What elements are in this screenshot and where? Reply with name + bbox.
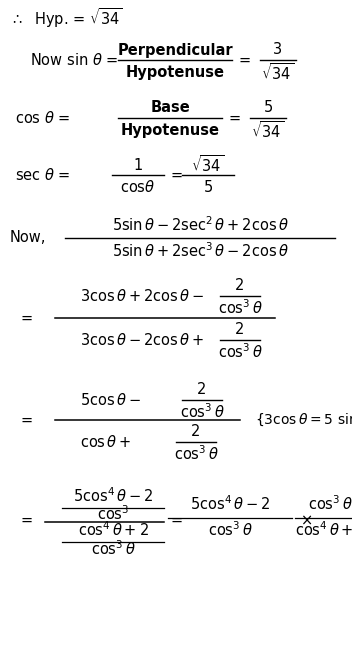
Text: $3\cos\theta + 2\cos\theta -$: $3\cos\theta + 2\cos\theta -$ xyxy=(80,288,204,304)
Text: 2: 2 xyxy=(191,424,201,439)
Text: =: = xyxy=(170,512,182,528)
Text: $\sqrt{34}$: $\sqrt{34}$ xyxy=(251,120,284,140)
Text: 1: 1 xyxy=(133,157,143,172)
Text: Now,: Now, xyxy=(10,231,46,246)
Text: $\cos^4\theta + 2$: $\cos^4\theta + 2$ xyxy=(77,521,149,539)
Text: =: = xyxy=(238,53,250,68)
Text: $5\cos^4\theta - 2$: $5\cos^4\theta - 2$ xyxy=(190,495,270,514)
Text: $5\cos\theta -$: $5\cos\theta -$ xyxy=(80,392,141,408)
Text: =: = xyxy=(20,311,32,326)
Text: $\cos^3\theta$: $\cos^3\theta$ xyxy=(90,540,136,558)
Text: 2: 2 xyxy=(235,322,245,337)
Text: sec $\theta$ =: sec $\theta$ = xyxy=(15,167,70,183)
Text: =: = xyxy=(20,413,32,428)
Text: 2: 2 xyxy=(235,278,245,294)
Text: Hypotenuse: Hypotenuse xyxy=(126,64,225,79)
Text: 2: 2 xyxy=(197,382,207,398)
Text: =: = xyxy=(20,512,32,528)
Text: Base: Base xyxy=(150,101,190,116)
Text: Perpendicular: Perpendicular xyxy=(117,42,233,57)
Text: $\cos^3\theta$: $\cos^3\theta$ xyxy=(180,402,224,421)
Text: 3: 3 xyxy=(274,42,283,57)
Text: $3\cos\theta - 2\cos\theta +$: $3\cos\theta - 2\cos\theta +$ xyxy=(80,332,204,348)
Text: 5: 5 xyxy=(263,99,273,114)
Text: $\sqrt{34}$: $\sqrt{34}$ xyxy=(262,62,295,83)
Text: $\cos^4\theta + 2$: $\cos^4\theta + 2$ xyxy=(295,521,352,539)
Text: $\cos^3\theta$: $\cos^3\theta$ xyxy=(218,343,262,361)
Text: $\cos^3\theta$: $\cos^3\theta$ xyxy=(174,445,218,463)
Text: Now sin $\theta$ =: Now sin $\theta$ = xyxy=(30,52,118,68)
Text: $5\sin\theta + 2\sec^{3}\theta - 2\cos\theta$: $5\sin\theta + 2\sec^{3}\theta - 2\cos\t… xyxy=(112,242,288,261)
Text: $\cos^3\theta$: $\cos^3\theta$ xyxy=(218,298,262,317)
Text: 5: 5 xyxy=(203,179,213,194)
Text: $5\cos^4\theta - 2$: $5\cos^4\theta - 2$ xyxy=(73,487,153,505)
Text: $5\sin\theta - 2\sec^{2}\theta + 2\cos\theta$: $5\sin\theta - 2\sec^{2}\theta + 2\cos\t… xyxy=(112,216,288,235)
Text: $\cos^3\theta$: $\cos^3\theta$ xyxy=(308,495,352,514)
Text: $\therefore$  Hyp. = $\sqrt{34}$: $\therefore$ Hyp. = $\sqrt{34}$ xyxy=(10,6,122,30)
Text: =: = xyxy=(170,168,182,183)
Text: $\times$: $\times$ xyxy=(300,512,312,528)
Text: Hypotenuse: Hypotenuse xyxy=(120,122,220,138)
Text: $\cos\theta +$: $\cos\theta +$ xyxy=(80,434,131,450)
Text: =: = xyxy=(228,111,240,125)
Text: $\cos^3$: $\cos^3$ xyxy=(97,504,129,523)
Text: $\sqrt{34}$: $\sqrt{34}$ xyxy=(191,153,225,174)
Text: cos$\theta$: cos$\theta$ xyxy=(120,179,156,195)
Text: cos $\theta$ =: cos $\theta$ = xyxy=(15,110,70,126)
Text: $\{3\cos\theta = 5\ \sin\theta\}$: $\{3\cos\theta = 5\ \sin\theta\}$ xyxy=(255,412,352,428)
Text: $\cos^3\theta$: $\cos^3\theta$ xyxy=(208,521,252,539)
